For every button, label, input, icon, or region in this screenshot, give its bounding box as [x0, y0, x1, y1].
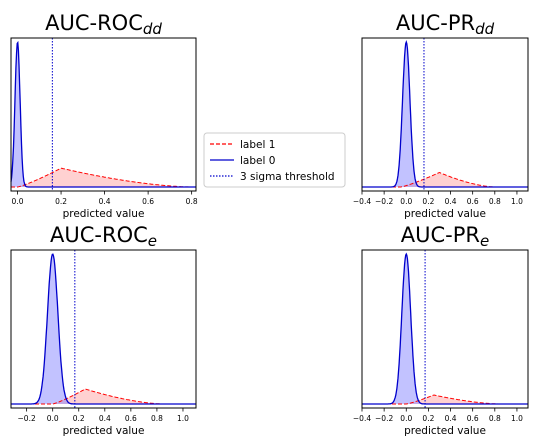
x-tick-label: 0.6 [467, 197, 479, 206]
x-tick-label: 1.0 [511, 197, 523, 206]
x-tick-label: 0.0 [400, 414, 412, 423]
legend-frame [203, 132, 346, 188]
label0-line [362, 252, 528, 405]
x-tick-label: 0.0 [47, 414, 59, 423]
x-tick-label: −0.2 [375, 197, 393, 206]
axes-frame [10, 249, 197, 409]
x-tick-label: 1.0 [511, 414, 523, 423]
label1-area [362, 172, 528, 187]
label1-line [11, 167, 196, 188]
label0-area [11, 42, 196, 188]
x-tick-label: 0.4 [99, 197, 111, 206]
legend-label: label 1 [240, 139, 275, 151]
legend: label 1 label 0 3 sigma threshold [203, 132, 346, 188]
x-tick-label: −0.2 [18, 414, 36, 423]
x-tick-label: 0.2 [422, 414, 434, 423]
label0-line [10, 40, 196, 188]
x-tick-label: 1.0 [177, 414, 189, 423]
x-tick-label: 0.0 [12, 197, 24, 206]
x-tick-label: 0.8 [489, 197, 501, 206]
axes-frame [361, 37, 529, 192]
label0-line [362, 39, 528, 188]
subplot-2: −0.4 −0.2 0.0 0.2 0.4 0.6 0.8 1.0 predicted valu… [353, 11, 529, 220]
x-tick-label: 0.6 [125, 414, 137, 423]
label0-area [362, 254, 528, 404]
x-tick-label: 0.2 [55, 197, 67, 206]
label1-area [11, 168, 196, 187]
label1-area [362, 395, 528, 404]
subplot-4: −0.4 −0.2 0.0 0.2 0.4 0.6 0.8 1.0 predicted valu… [353, 223, 529, 437]
x-tick-label: −0.4 [353, 197, 371, 206]
x-axis-label: predicted value [404, 425, 486, 437]
legend-label: label 0 [240, 155, 275, 167]
x-tick-label: −0.4 [353, 414, 371, 423]
subplot-title: AUC-PRe [401, 223, 489, 250]
x-tick-label: 0.2 [73, 414, 85, 423]
subplot-title: AUC-ROCe [50, 223, 157, 250]
label0-area [11, 254, 196, 404]
x-tick-label: 0.0 [400, 197, 412, 206]
subplot-title: AUC-PRdd [396, 11, 495, 38]
axes-frame [361, 249, 529, 409]
x-tick-label: 0.8 [186, 197, 198, 206]
x-axis-label: predicted value [404, 208, 486, 220]
x-tick-label: 0.4 [445, 197, 457, 206]
x-tick-label: 0.8 [151, 414, 163, 423]
label0-area [362, 42, 528, 187]
x-tick-label: 0.4 [99, 414, 111, 423]
subplot-3: −0.2 0.0 0.2 0.4 0.6 0.8 1.0 predicted value AUC… [10, 223, 197, 437]
x-tick-label: 0.6 [142, 197, 154, 206]
x-tick-label: 0.8 [489, 414, 501, 423]
x-tick-label: 0.6 [467, 414, 479, 423]
x-axis-label: predicted value [63, 208, 145, 220]
label0-line [11, 253, 196, 405]
x-tick-label: 0.2 [422, 197, 434, 206]
legend-label: 3 sigma threshold [240, 171, 335, 183]
x-tick-label: −0.2 [375, 414, 393, 423]
subplot-title: AUC-ROCdd [45, 11, 162, 38]
x-axis-label: predicted value [63, 425, 145, 437]
subplot-1: 0.0 0.2 0.4 0.6 0.8 predicted value AUC-ROCdd [10, 11, 198, 220]
x-tick-label: 0.4 [445, 414, 457, 423]
label1-area [11, 389, 196, 404]
axes-frame [10, 37, 197, 192]
